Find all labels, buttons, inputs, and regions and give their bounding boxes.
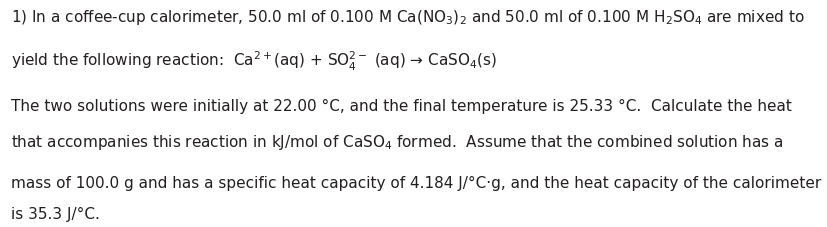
Text: yield the following reaction:  Ca$^{2+}$(aq) + SO$_4^{2-}$ (aq) → CaSO$_4$(s): yield the following reaction: Ca$^{2+}$(… bbox=[11, 49, 497, 73]
Text: that accompanies this reaction in kJ/mol of CaSO$_4$ formed.  Assume that the co: that accompanies this reaction in kJ/mol… bbox=[11, 133, 783, 152]
Text: 1) In a coffee-cup calorimeter, 50.0 ml of 0.100 M Ca(NO$_3$)$_2$ and 50.0 ml of: 1) In a coffee-cup calorimeter, 50.0 ml … bbox=[11, 8, 805, 27]
Text: mass of 100.0 g and has a specific heat capacity of 4.184 J/°C·g, and the heat c: mass of 100.0 g and has a specific heat … bbox=[11, 176, 821, 191]
Text: is 35.3 J/°C.: is 35.3 J/°C. bbox=[11, 207, 99, 222]
Text: The two solutions were initially at 22.00 °C, and the final temperature is 25.33: The two solutions were initially at 22.0… bbox=[11, 99, 791, 114]
